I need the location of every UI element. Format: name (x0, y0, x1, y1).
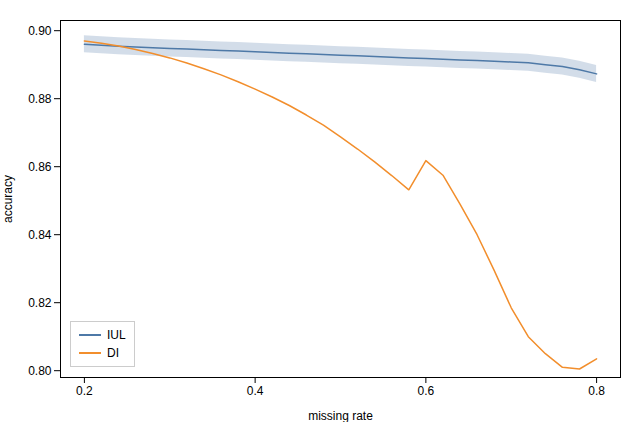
svg-text:0.6: 0.6 (418, 384, 435, 398)
html-text:DI: DI (107, 346, 119, 360)
svg-text:0.84: 0.84 (28, 228, 52, 242)
svg-text:missing rate: missing rate (308, 409, 373, 422)
svg-text:0.86: 0.86 (28, 160, 52, 174)
svg-text:0.4: 0.4 (247, 384, 264, 398)
svg-text:0.80: 0.80 (28, 364, 52, 378)
svg-text:0.2: 0.2 (76, 384, 93, 398)
svg-text:0.90: 0.90 (28, 24, 52, 38)
svg-text:0.8: 0.8 (588, 384, 605, 398)
svg-text:accuracy: accuracy (1, 175, 15, 223)
svg-text:0.88: 0.88 (28, 92, 52, 106)
html-text:IUL: IUL (107, 328, 126, 342)
svg-text:0.82: 0.82 (28, 296, 52, 310)
